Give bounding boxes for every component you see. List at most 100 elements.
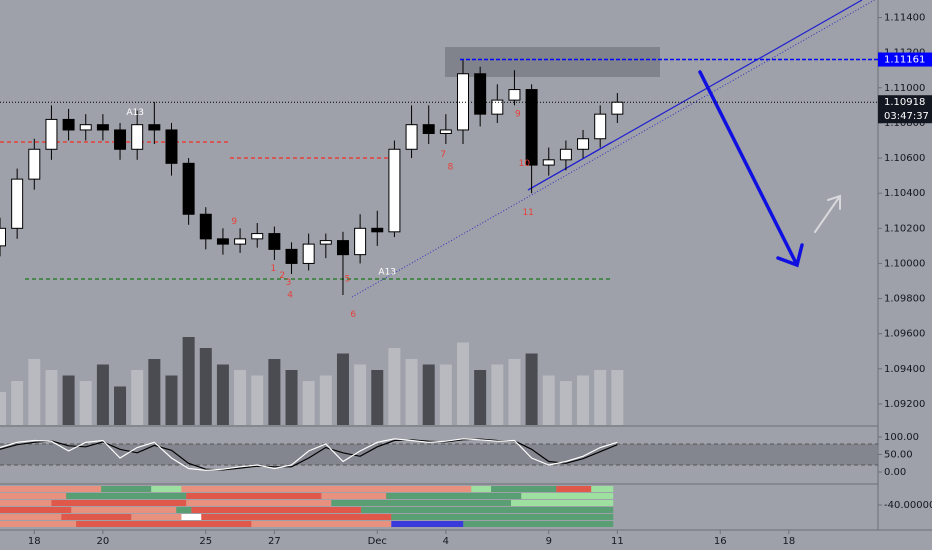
heatmap-segment [556, 486, 592, 492]
sequence-marker: 3 [286, 278, 292, 288]
volume-bar [336, 353, 349, 425]
arrows [698, 70, 841, 268]
volume-bar [45, 370, 58, 425]
y-tick-label: 1.09800 [884, 294, 925, 305]
heatmap-segment [76, 521, 252, 527]
heatmap-segment [186, 493, 322, 499]
y-tick-label: 1.10800 [884, 118, 925, 129]
heatmap-segment [331, 500, 512, 506]
heatmap-segment [61, 514, 132, 520]
candle-body [0, 227, 6, 247]
heatmap-segment [101, 486, 152, 492]
x-tick-label: 25 [199, 536, 212, 547]
volume-bar [148, 359, 161, 425]
heatmap-segment [181, 514, 202, 520]
level-label-box [878, 52, 932, 67]
volume-bar [131, 370, 144, 425]
candle-body [354, 227, 367, 256]
y-tick-label: 100.00 [884, 432, 919, 443]
candle-body [28, 148, 41, 180]
volume-bar [216, 364, 229, 425]
x-tick-label: 11 [611, 536, 624, 547]
heatmap-segment [0, 507, 72, 513]
volume-bar [594, 370, 607, 425]
heatmap-segment [511, 500, 614, 506]
y-tick-label: 1.10600 [884, 153, 925, 164]
volume-bar [268, 359, 281, 425]
sequence-marker: 2 [279, 271, 285, 281]
volume-bar [319, 375, 332, 425]
price-pane: A13 9 123 4 5 6 A13 78 9 10 11 [0, 0, 876, 425]
x-tick-label: 20 [97, 536, 110, 547]
heatmap-segment [391, 521, 464, 527]
candle-body [336, 240, 349, 256]
candle-body [388, 148, 401, 233]
candle-body [114, 129, 127, 150]
volume-bar [234, 370, 247, 425]
volume-bar [199, 348, 212, 425]
sequence-marker: 8 [447, 162, 453, 172]
volume-bar [354, 364, 367, 425]
heatmap-segment [181, 486, 472, 492]
candle-body [508, 89, 521, 101]
volume-bar [525, 353, 538, 425]
heatmap-segment [0, 521, 77, 527]
heatmap-segment [176, 507, 192, 513]
candle-body [234, 238, 247, 245]
heatmap-segment [186, 500, 332, 506]
x-tick-label: 9 [546, 536, 552, 547]
volume-bar [371, 370, 384, 425]
y-tick-label: 1.11400 [884, 13, 925, 24]
y-tick-label: 1.10200 [884, 223, 925, 234]
candle-body [251, 233, 264, 240]
heatmap-segment [51, 500, 187, 506]
volume-bar [0, 392, 7, 425]
candle-body [371, 227, 384, 233]
heatmap-segment [0, 486, 102, 492]
trend-line [351, 0, 876, 298]
candle-body [79, 124, 92, 131]
candle-body [474, 73, 487, 115]
countdown: 03:47:37 [884, 111, 929, 122]
candle-body [11, 178, 24, 229]
volume-bar [114, 386, 127, 425]
candle-body [594, 113, 607, 140]
heatmap-segment [361, 507, 614, 513]
candle-body [199, 213, 212, 240]
heatmap-segment [521, 493, 614, 499]
y-tick-label: 1.10400 [884, 188, 925, 199]
volume-bar [491, 364, 504, 425]
y-tick-label: 1.11000 [884, 83, 925, 94]
sequence-marker: A13 [126, 108, 144, 118]
heatmap-segment [71, 507, 177, 513]
x-tick-label: 18 [28, 536, 41, 547]
candle-body [96, 124, 109, 131]
volume-bar [285, 370, 298, 425]
candle-body [216, 238, 229, 245]
y-tick-label: 1.10000 [884, 258, 925, 269]
heatmap-segment [386, 493, 522, 499]
candle-body [405, 124, 418, 150]
volume-bar [182, 337, 195, 425]
heatmap-segment [321, 493, 387, 499]
last-price-label: 1.10918 [884, 97, 925, 108]
candle-body [182, 162, 195, 215]
candle-body [559, 148, 572, 161]
volume-bar [96, 364, 109, 425]
heatmap-segment [0, 500, 52, 506]
heatmap-segment [471, 486, 492, 492]
heatmap-segment [591, 486, 614, 492]
arrow [698, 70, 804, 268]
x-tick-label: 27 [268, 536, 281, 547]
heatmap-segment [251, 521, 392, 527]
y-tick-label: 50.00 [884, 450, 913, 461]
y-tick-label: 0.00 [884, 467, 906, 478]
volume-bar [508, 359, 521, 425]
sequence-marker: 11 [522, 208, 533, 218]
candle-body [319, 240, 332, 245]
volume-bar [165, 375, 178, 425]
candle-body [525, 89, 538, 166]
sequence-marker: 4 [287, 291, 293, 301]
